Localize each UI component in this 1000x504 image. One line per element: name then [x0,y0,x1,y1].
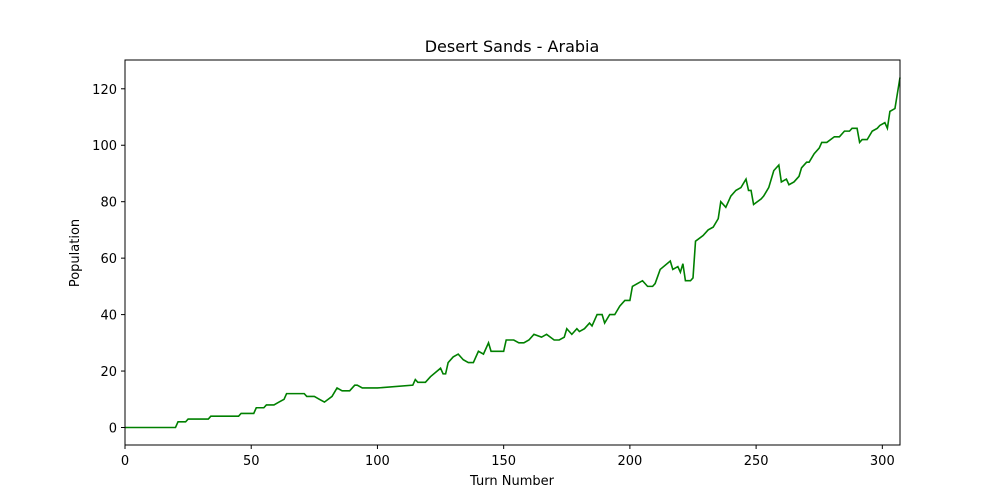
y-tick-label: 120 [92,83,117,98]
y-tick-label: 100 [92,139,117,154]
line [125,77,901,429]
plot-frame [124,59,901,446]
x-tick-label: 250 [744,454,769,469]
x-axis-label: Turn Number [469,474,555,489]
x-tick-label: 50 [243,454,260,469]
y-tick-label: 0 [109,422,117,437]
x-tick-label: 0 [121,454,129,469]
y-tick-label: 80 [100,196,117,211]
y-tick-label: 60 [100,252,117,267]
y-axis-label: Population [68,219,83,287]
y-tick-label: 20 [100,365,117,380]
x-tick-label: 150 [491,454,516,469]
y-tick-label: 40 [100,309,117,324]
x-tick-label: 100 [365,454,390,469]
x-tick-label: 300 [870,454,895,469]
x-tick-label: 200 [617,454,642,469]
chart-title: Desert Sands - Arabia [425,37,600,56]
